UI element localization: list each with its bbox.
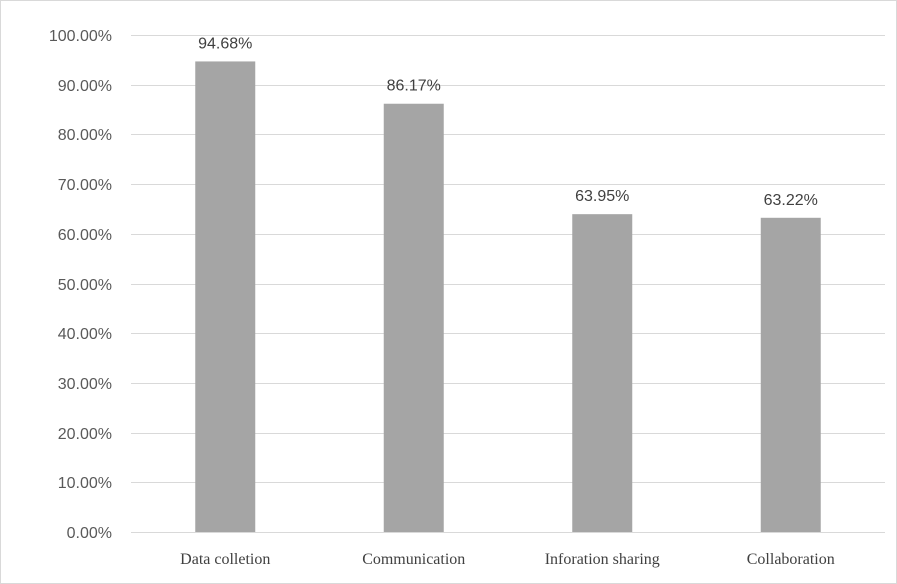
gridlines	[131, 35, 885, 533]
y-tick-label: 20.00%	[58, 426, 112, 443]
y-tick-label: 90.00%	[58, 78, 112, 95]
data-label: 63.95%	[575, 188, 629, 205]
y-tick-label: 70.00%	[58, 177, 112, 194]
y-tick-label: 100.00%	[49, 28, 112, 45]
bar	[572, 214, 633, 532]
data-label: 86.17%	[387, 78, 441, 95]
y-tick-label: 0.00%	[67, 525, 112, 542]
bar	[195, 61, 256, 532]
x-tick-label: Inforation sharing	[545, 551, 660, 568]
data-labels: 94.68% 86.17% 63.95% 63.22%	[198, 35, 818, 208]
x-axis-tick-labels: Data colletion Communication Inforation sh…	[180, 551, 835, 568]
data-label: 94.68%	[198, 35, 252, 52]
x-tick-label: Data colletion	[180, 551, 270, 568]
y-axis-tick-labels: 0.00% 10.00% 20.00% 30.00% 40.00% 50.00% 60.00…	[49, 28, 112, 542]
y-tick-label: 60.00%	[58, 227, 112, 244]
y-tick-label: 40.00%	[58, 326, 112, 343]
y-tick-label: 30.00%	[58, 376, 112, 393]
bar	[383, 103, 444, 532]
y-tick-label: 50.00%	[58, 277, 112, 294]
data-label: 63.22%	[764, 192, 818, 209]
y-tick-label: 80.00%	[58, 127, 112, 144]
x-tick-label: Collaboration	[747, 551, 835, 568]
y-tick-label: 10.00%	[58, 475, 112, 492]
bars	[195, 61, 821, 532]
bar	[760, 217, 821, 532]
x-tick-label: Communication	[362, 551, 465, 568]
